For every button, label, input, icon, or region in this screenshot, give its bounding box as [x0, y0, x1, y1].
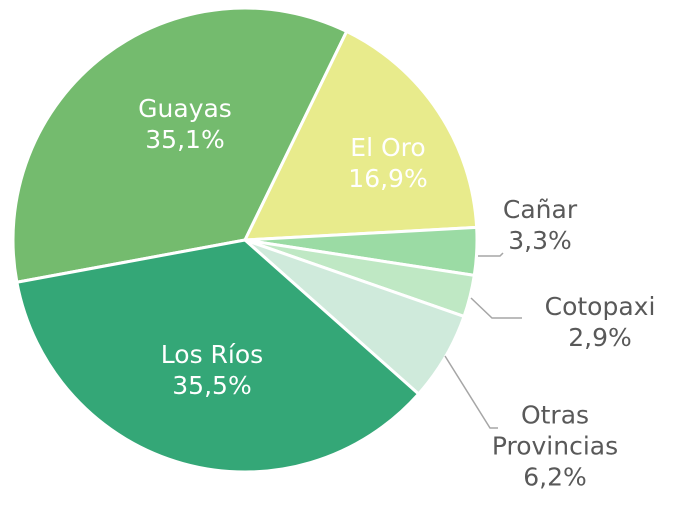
- value-label: 6,2%: [523, 462, 587, 492]
- category-label: Los Ríos: [160, 340, 264, 369]
- leader-line: [444, 355, 498, 429]
- pie-slice: [15, 238, 421, 474]
- pie-slice: [11, 6, 349, 284]
- category-label: Otras Provincias: [491, 400, 619, 461]
- value-label: 35,1%: [145, 125, 225, 154]
- category-label: El Oro: [350, 133, 426, 162]
- category-label: Guayas: [138, 94, 232, 123]
- value-label: 35,5%: [172, 371, 252, 400]
- slice-label: Cotopaxi 2,9%: [545, 291, 656, 353]
- leader-line: [478, 252, 504, 257]
- slice-label: Otras Provincias 6,2%: [475, 400, 635, 493]
- leader-line: [470, 297, 522, 319]
- value-label: 16,9%: [348, 164, 428, 193]
- slice-label: Los Ríos 35,5%: [161, 339, 263, 401]
- slice-label: El Oro 16,9%: [348, 132, 427, 194]
- slice-label: Cañar 3,3%: [503, 194, 577, 256]
- value-label: 3,3%: [508, 226, 572, 255]
- value-label: 2,9%: [568, 323, 632, 352]
- slice-label: Guayas 35,1%: [138, 93, 232, 155]
- category-label: Cotopaxi: [544, 292, 656, 321]
- category-label: Cañar: [502, 195, 578, 224]
- pie-slice: [243, 29, 479, 242]
